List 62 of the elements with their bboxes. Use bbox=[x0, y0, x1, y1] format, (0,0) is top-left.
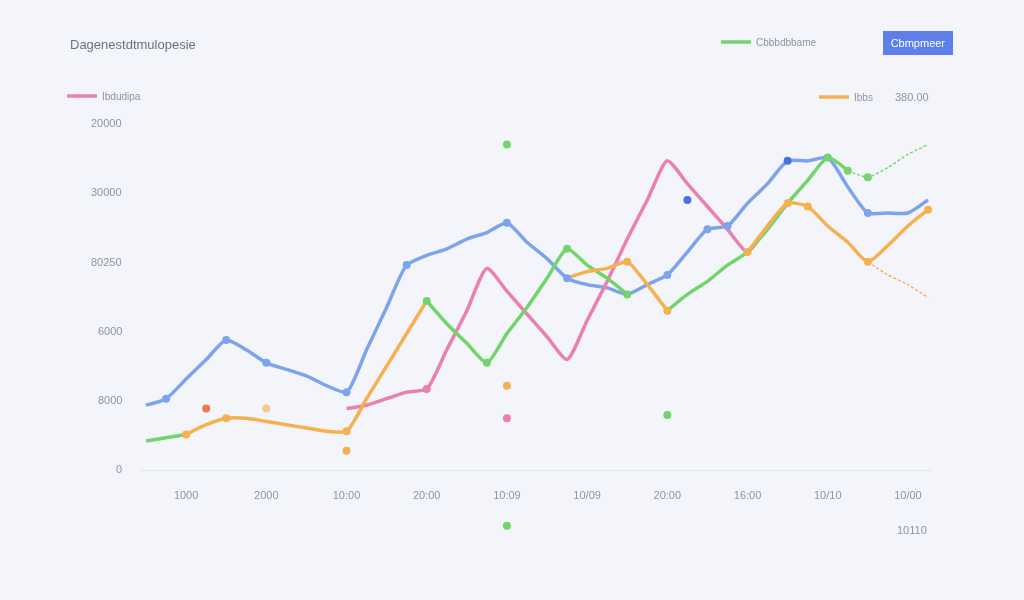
point bbox=[502, 521, 511, 530]
text: 8000 bbox=[98, 394, 123, 406]
point bbox=[663, 270, 672, 279]
point bbox=[563, 244, 572, 253]
point bbox=[663, 306, 672, 315]
text: 0 bbox=[116, 463, 123, 475]
text: 80250 bbox=[91, 256, 122, 268]
point bbox=[803, 202, 812, 211]
x-tick-label: 1000 bbox=[173, 488, 199, 501]
point bbox=[222, 336, 231, 345]
point bbox=[502, 140, 511, 149]
point bbox=[743, 248, 752, 257]
point bbox=[723, 222, 732, 231]
point bbox=[823, 153, 832, 162]
x-tick-label: 10/00 bbox=[894, 488, 922, 501]
point bbox=[422, 296, 431, 305]
legend-label: Cbbbdbbame bbox=[756, 36, 817, 48]
point bbox=[482, 358, 491, 367]
point bbox=[402, 261, 411, 270]
point bbox=[563, 274, 572, 283]
legend-label: Ibdudipa bbox=[102, 90, 141, 102]
text: Cbmpmeer bbox=[890, 37, 946, 49]
point bbox=[783, 156, 792, 165]
point bbox=[783, 199, 792, 208]
point bbox=[663, 410, 672, 419]
x-tick-label: 10/09 bbox=[573, 488, 601, 501]
point bbox=[703, 225, 712, 234]
point bbox=[202, 404, 211, 413]
point bbox=[863, 257, 872, 266]
annotation: 10110 bbox=[897, 524, 927, 536]
point bbox=[683, 195, 692, 204]
point bbox=[342, 446, 351, 455]
point bbox=[422, 384, 431, 393]
point bbox=[342, 388, 351, 397]
point bbox=[623, 290, 632, 299]
x-tick-label: 10:09 bbox=[493, 488, 521, 501]
point bbox=[863, 208, 872, 217]
text: 20000 bbox=[91, 117, 122, 129]
point bbox=[182, 430, 191, 439]
text: 6000 bbox=[98, 325, 123, 337]
point bbox=[162, 394, 171, 403]
text: 30000 bbox=[91, 186, 122, 198]
point bbox=[222, 414, 231, 423]
point bbox=[502, 381, 511, 390]
point bbox=[923, 205, 932, 214]
x-tick-label: 10:00 bbox=[332, 488, 361, 501]
chart-title: Dagenestdtmulopesie bbox=[70, 36, 196, 52]
point bbox=[502, 218, 511, 227]
point bbox=[863, 173, 872, 182]
x-tick-label: 20:00 bbox=[653, 488, 682, 501]
point bbox=[502, 414, 511, 423]
point bbox=[342, 427, 351, 436]
point bbox=[262, 358, 271, 367]
x-tick-label: 16:00 bbox=[733, 488, 762, 501]
point bbox=[623, 257, 632, 266]
x-tick-label: 2000 bbox=[254, 488, 279, 501]
point bbox=[262, 404, 271, 413]
legend-label: Ibbs bbox=[854, 91, 873, 103]
point bbox=[843, 166, 852, 175]
text: 380.00 bbox=[895, 91, 929, 103]
x-tick-label: 20:00 bbox=[412, 488, 441, 501]
x-tick-label: 10/10 bbox=[813, 488, 842, 501]
